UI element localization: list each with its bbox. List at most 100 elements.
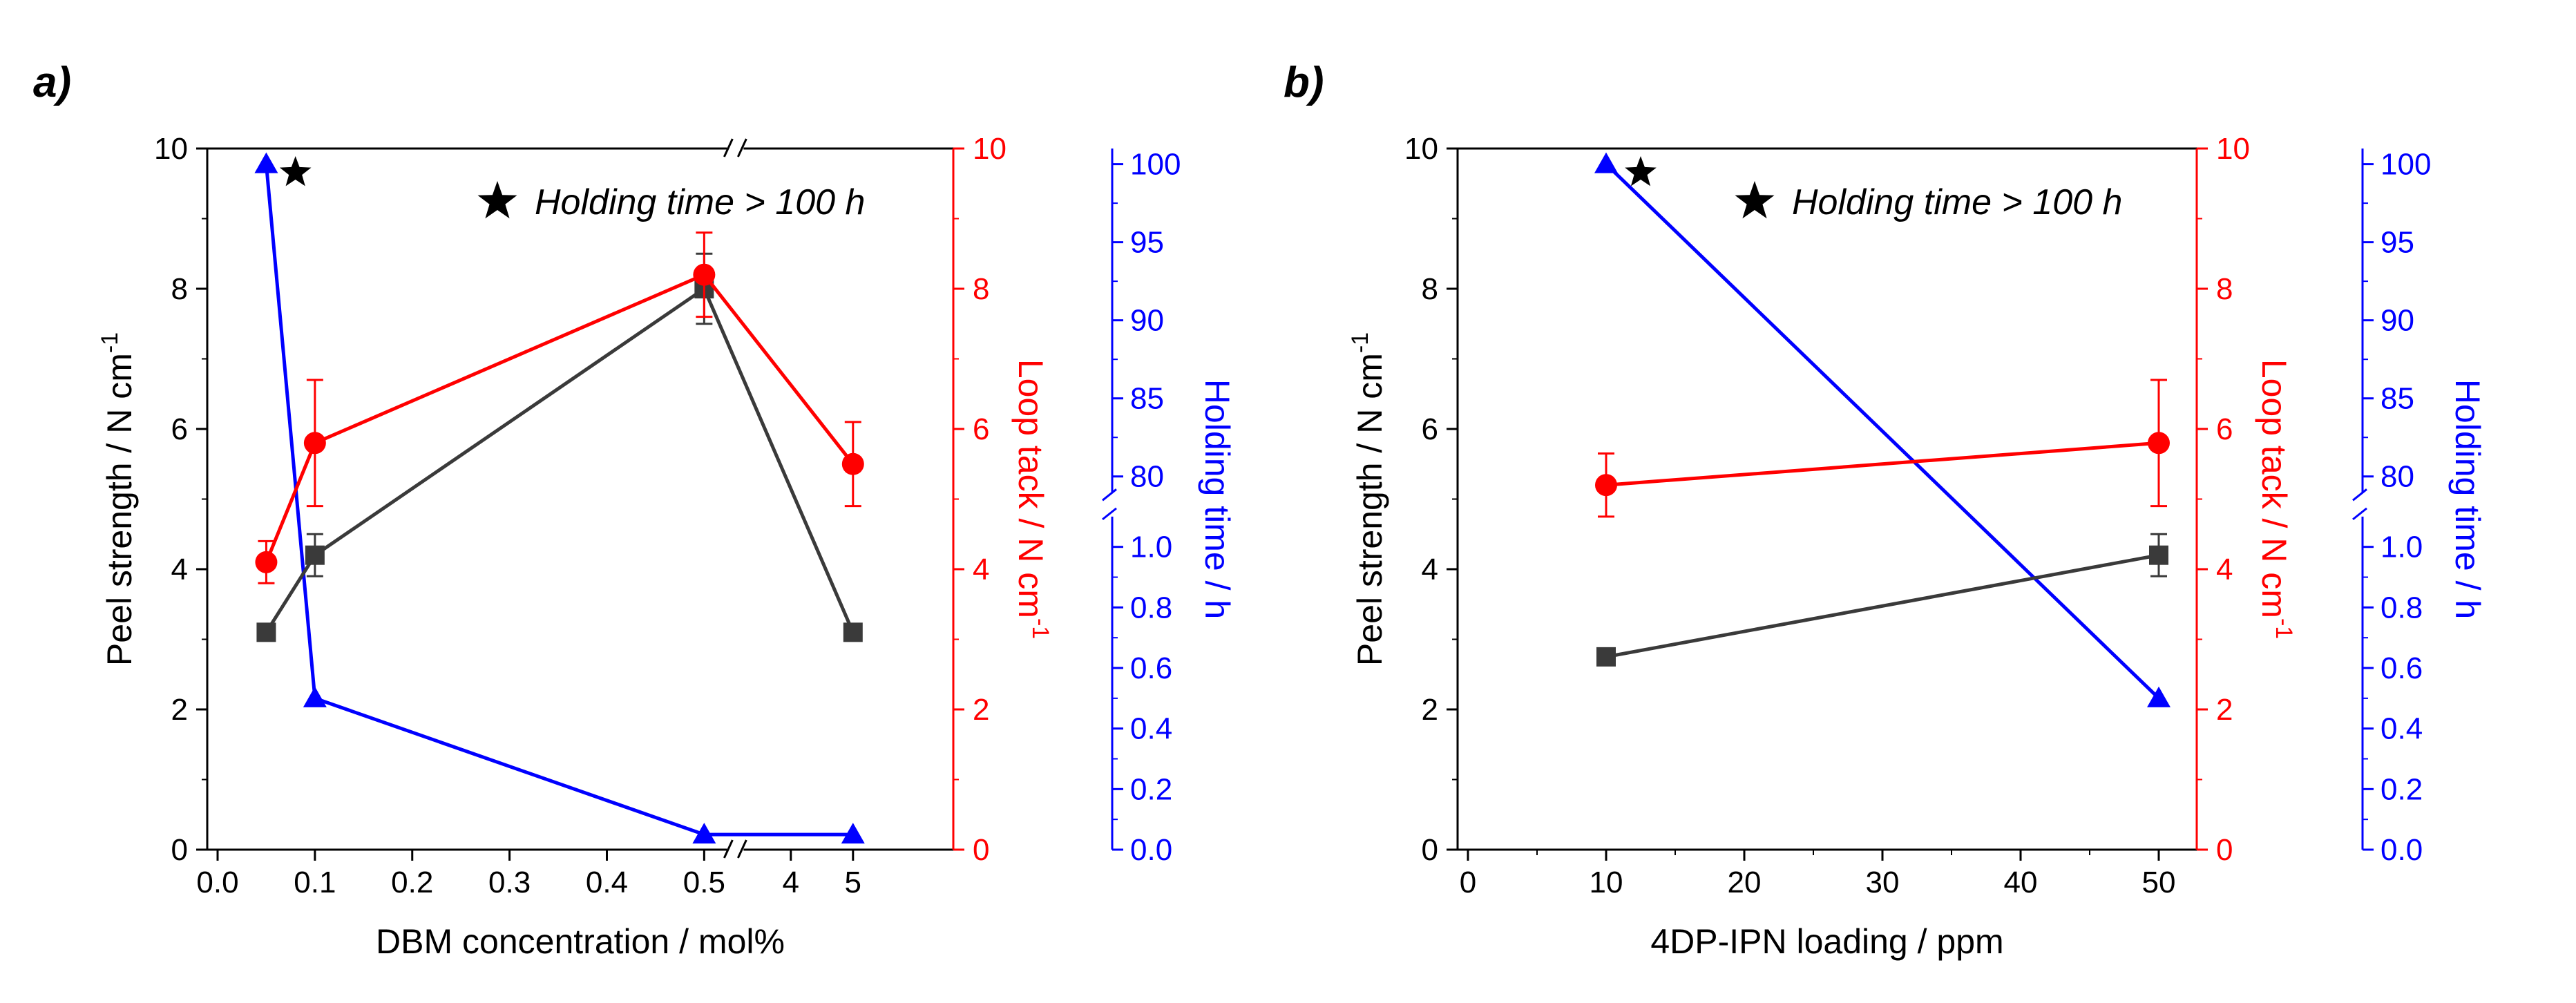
y-tack-tick-label: 10 [2216, 132, 2250, 166]
tack-line-segment [314, 273, 705, 445]
legend-star-icon [477, 181, 517, 219]
x-break-mark [737, 839, 747, 859]
y-tack-axis-title: Loop tack / N cm-1 [2255, 359, 2297, 639]
y-hold-tick-label: 1.0 [1130, 531, 1172, 564]
y-hold-tick-label: 85 [2381, 382, 2414, 416]
panel-label: b) [1284, 59, 1324, 106]
x-tick-label: 0.3 [488, 866, 531, 899]
y-tack-tick-label: 6 [2216, 412, 2233, 446]
y-hold-break-mark [2352, 488, 2367, 502]
x-tick-label: 0.1 [294, 866, 336, 899]
star-marker-icon [1625, 156, 1657, 187]
x-break-gap [727, 144, 744, 153]
peel-point [305, 545, 325, 565]
y-left-axis-title-superscript: -1 [97, 332, 123, 353]
y-tack-tick-label: 0 [2216, 833, 2233, 867]
y-tack-tick-label: 4 [2216, 553, 2233, 586]
y-left-tick-label: 6 [171, 412, 188, 446]
x-break-gap [727, 846, 744, 854]
y-hold-tick-label: 90 [1130, 304, 1164, 338]
x-tick-label: 40 [2004, 866, 2038, 899]
y-left-axis-title-text: Peel strength / N cm [100, 353, 139, 666]
hold-point [303, 686, 327, 707]
y-hold-tick-label: 80 [2381, 460, 2414, 494]
y-tack-axis-title-text: Loop tack / N cm [2255, 359, 2293, 618]
peel-line-segment [265, 554, 316, 633]
peel-line-segment [703, 288, 855, 633]
y-left-axis-title: Peel strength / N cm-1 [1347, 332, 1389, 666]
peel-line-segment [1605, 553, 2159, 659]
hold-point [692, 823, 716, 844]
x-tick-label: 4 [783, 866, 799, 899]
tack-point [255, 551, 278, 573]
y-left-tick-label: 4 [1422, 553, 1438, 586]
y-hold-tick-label: 100 [2381, 148, 2431, 182]
y-tack-tick-label: 2 [2216, 693, 2233, 727]
x-break-mark [723, 138, 734, 157]
y-tack-axis-title: Loop tack / N cm-1 [1011, 359, 1053, 639]
x-tick-label: 0 [1460, 866, 1476, 899]
x-tick-label: 0.4 [586, 866, 628, 899]
y-tack-tick-label: 2 [973, 693, 989, 727]
y-left-tick-label: 0 [1422, 833, 1438, 867]
y-left-tick-label: 6 [1422, 412, 1438, 446]
hold-point [254, 152, 278, 173]
y-hold-tick-label: 0.8 [2381, 591, 2423, 624]
y-hold-tick-label: 95 [2381, 226, 2414, 260]
tack-line-segment [265, 442, 317, 563]
tack-point [693, 263, 716, 286]
y-tack-axis-title-superscript: -1 [1027, 618, 1053, 639]
y-hold-tick-label: 95 [1130, 226, 1164, 260]
y-left-tick-label: 4 [171, 553, 188, 586]
legend-text: Holding time > 100 h [535, 182, 865, 222]
x-tick-label: 0.0 [196, 866, 238, 899]
panel-a: a)024681002468100.00.20.40.60.81.0808590… [33, 59, 1237, 961]
hold-line-segment [1605, 162, 2160, 700]
panel-b: b)024681002468100.00.20.40.60.81.0808590… [1284, 59, 2487, 961]
y-hold-tick-label: 90 [2381, 304, 2414, 338]
tack-point [303, 432, 326, 455]
peel-point [2149, 545, 2168, 565]
y-left-axis-title-text: Peel strength / N cm [1351, 353, 1389, 666]
hold-point [841, 823, 865, 844]
x-tick-label: 30 [1866, 866, 1900, 899]
y-tack-tick-label: 0 [973, 833, 989, 867]
hold-point [2147, 686, 2170, 707]
y-tack-axis-title-text: Loop tack / N cm [1011, 359, 1050, 618]
peel-point [1596, 647, 1616, 667]
y-hold-tick-label: 0.4 [2381, 712, 2423, 746]
y-hold-tick-label: 0.4 [1130, 712, 1172, 746]
y-left-tick-label: 10 [154, 132, 188, 166]
y-hold-break-mark [2352, 507, 2367, 521]
y-hold-tick-label: 100 [1130, 148, 1181, 182]
peel-point [843, 622, 863, 642]
y-hold-tick-label: 0.2 [1130, 772, 1172, 806]
x-tick-label: 50 [2142, 866, 2176, 899]
y-hold-tick-label: 0.0 [2381, 833, 2423, 867]
y-hold-tick-label: 0.0 [1130, 833, 1172, 867]
y-tack-tick-label: 4 [973, 553, 989, 586]
panel-label: a) [33, 59, 71, 106]
tack-point [1595, 474, 1617, 497]
y-tack-tick-label: 6 [973, 412, 989, 446]
x-tick-label: 5 [845, 866, 861, 899]
star-marker-icon [279, 156, 312, 187]
x-axis-title: 4DP-IPN loading / ppm [1650, 922, 2003, 961]
y-hold-tick-label: 0.6 [1130, 651, 1172, 685]
hold-line-segment [264, 164, 317, 699]
y-hold-tick-label: 0.8 [1130, 591, 1172, 624]
tack-line-segment [1605, 441, 2159, 487]
legend-star-icon [1735, 181, 1775, 219]
y-left-axis-title: Peel strength / N cm-1 [97, 332, 139, 666]
y-left-tick-label: 8 [171, 272, 188, 306]
x-break-mark [737, 138, 747, 157]
y-left-axis-title-superscript: -1 [1347, 332, 1373, 353]
y-left-tick-label: 8 [1422, 272, 1438, 306]
tack-point [841, 452, 864, 475]
y-hold-tick-label: 85 [1130, 382, 1164, 416]
y-hold-tick-label: 1.0 [2381, 531, 2423, 564]
y-hold-axis-title: Holding time / h [1198, 379, 1237, 619]
legend-text: Holding time > 100 h [1792, 182, 2122, 222]
x-tick-label: 20 [1728, 866, 1762, 899]
